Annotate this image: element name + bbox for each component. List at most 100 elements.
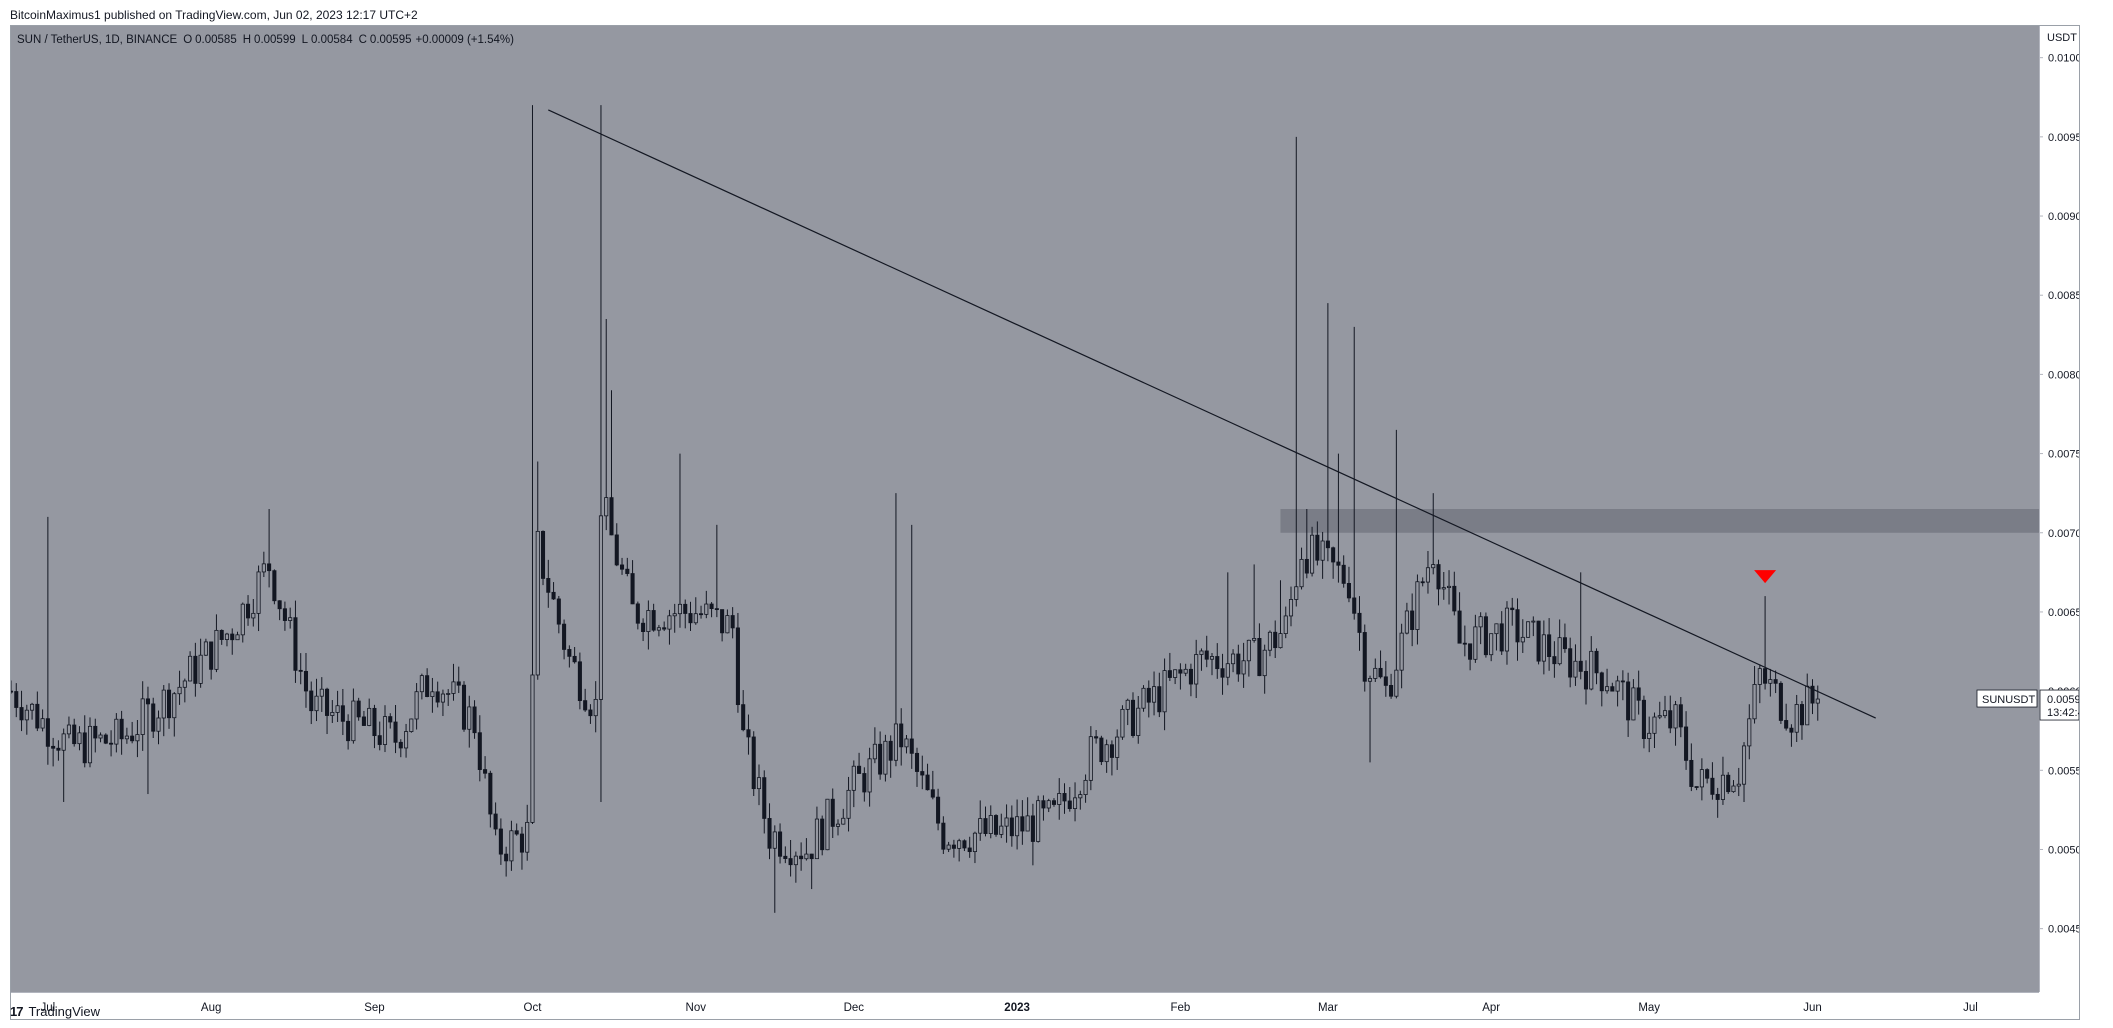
candle [1773, 670, 1778, 694]
candle [114, 713, 119, 753]
candle [725, 609, 730, 634]
candle [983, 806, 988, 837]
candle [103, 733, 108, 745]
candle [477, 715, 482, 782]
candle [1447, 570, 1452, 605]
candle [1552, 641, 1557, 678]
candle [1367, 675, 1373, 763]
candle [240, 602, 245, 643]
symbol-tag-label: SUNUSDT [1982, 694, 2035, 706]
candle [372, 704, 377, 749]
candle [936, 788, 941, 831]
candle [925, 763, 930, 791]
candle [1283, 606, 1288, 639]
candle [351, 688, 356, 744]
time-tick-label: Aug [201, 1002, 221, 1014]
candle [1025, 797, 1030, 832]
candle [40, 709, 45, 732]
candle [1157, 672, 1162, 718]
candle [19, 690, 24, 732]
published-header: BitcoinMaximus1 published on TradingView… [10, 8, 418, 22]
candle [35, 691, 40, 732]
descending-trendline[interactable] [548, 109, 1876, 719]
candle [1799, 701, 1804, 740]
candle [135, 719, 140, 758]
candle [377, 721, 382, 751]
candle [1083, 774, 1088, 803]
candle [156, 710, 161, 745]
candle [1315, 521, 1320, 566]
candle [883, 734, 888, 782]
candle [1146, 680, 1151, 718]
candle [1662, 695, 1668, 719]
time-axis[interactable] [11, 992, 2039, 1020]
candle [1699, 758, 1704, 801]
candle [993, 814, 999, 837]
candle [98, 732, 103, 743]
candle [430, 677, 435, 713]
candle [1199, 648, 1204, 671]
candle-series [11, 105, 1820, 913]
candle [735, 612, 740, 713]
candle [1468, 643, 1473, 671]
candle [256, 565, 261, 632]
candle [230, 628, 235, 655]
price-tick-label: 0.00950 [2048, 132, 2080, 144]
ohlc-close: 0.00595 [370, 34, 412, 46]
candle [1241, 642, 1246, 688]
time-tick-label: Apr [1482, 1002, 1500, 1014]
candle [646, 600, 651, 650]
candle [509, 820, 514, 871]
candle [1731, 780, 1736, 793]
candle [1441, 571, 1446, 600]
candle [1357, 596, 1362, 651]
symbol-title: SUN / TetherUS, 1D, BINANCE [17, 34, 178, 46]
price-tick-label: 0.00650 [2048, 607, 2080, 619]
candle [1109, 740, 1114, 776]
price-tick-label: 0.00850 [2048, 290, 2080, 302]
candle [799, 842, 804, 871]
candle [535, 461, 540, 680]
candle [577, 652, 582, 710]
tradingview-footer[interactable]: 17 TradingView [10, 1003, 100, 1019]
candle [1331, 546, 1336, 579]
candle [388, 713, 393, 729]
candle [267, 509, 272, 588]
candle [1188, 663, 1193, 697]
candle [398, 739, 403, 758]
candle [899, 708, 904, 766]
candle [451, 663, 456, 701]
price-axis[interactable] [2039, 26, 2080, 1020]
candle [1320, 531, 1325, 579]
candle [656, 624, 661, 637]
candle [630, 560, 635, 605]
candle [182, 678, 187, 703]
candle [1541, 620, 1546, 675]
time-tick-label: 2023 [1004, 1002, 1030, 1014]
candle [1115, 729, 1120, 770]
candlestick-chart[interactable]: 0.004500.005000.005500.006000.006500.007… [11, 26, 2080, 1020]
candle [340, 688, 345, 736]
candle [1631, 679, 1636, 721]
candle [941, 816, 946, 854]
candle [867, 747, 872, 807]
candle [303, 652, 309, 708]
bar-countdown: 13:42:44 [2047, 707, 2080, 719]
chart-frame[interactable]: 0.004500.005000.005500.006000.006500.007… [10, 25, 2080, 1020]
candle [1173, 669, 1178, 685]
candle [1647, 716, 1652, 753]
candle [841, 808, 846, 825]
candle [1641, 695, 1646, 749]
candle [1562, 623, 1567, 653]
candle [435, 681, 440, 708]
symbol-tag: SUNUSDT [1976, 689, 2038, 708]
candle [1352, 326, 1357, 620]
candle [272, 569, 277, 605]
candle [1652, 712, 1657, 749]
candle [1204, 635, 1209, 668]
candle [540, 530, 546, 586]
candle [77, 726, 82, 751]
candle [825, 798, 830, 851]
candle [56, 740, 61, 761]
